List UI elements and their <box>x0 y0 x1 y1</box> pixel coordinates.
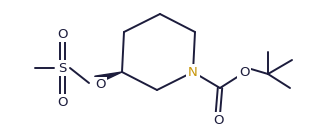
Text: O: O <box>95 79 105 91</box>
Text: O: O <box>239 65 249 79</box>
Polygon shape <box>95 72 122 84</box>
Text: O: O <box>57 95 67 109</box>
Text: O: O <box>57 27 67 41</box>
Text: S: S <box>58 62 66 74</box>
Text: N: N <box>188 65 198 79</box>
Text: O: O <box>214 114 224 126</box>
